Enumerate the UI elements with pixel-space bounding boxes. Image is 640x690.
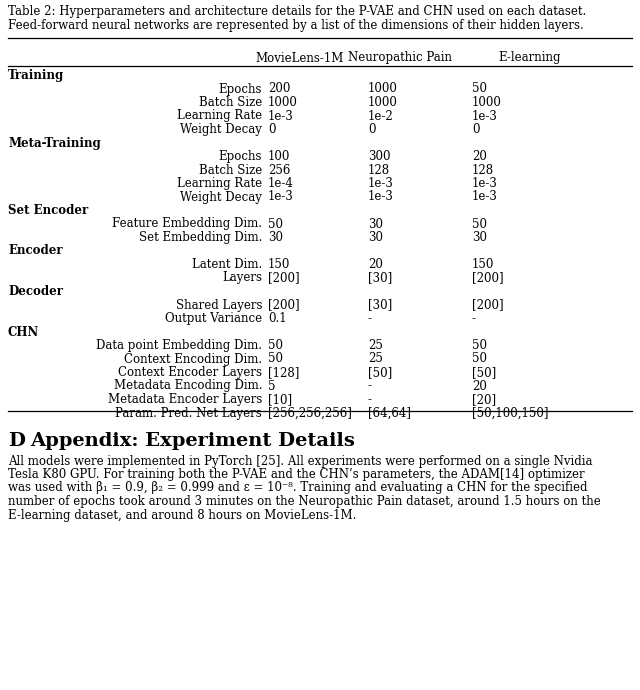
Text: [200]: [200] — [472, 271, 504, 284]
Text: 1000: 1000 — [268, 96, 298, 109]
Text: Table 2: Hyperparameters and architecture details for the P-VAE and CHN used on : Table 2: Hyperparameters and architectur… — [8, 5, 586, 18]
Text: 1e-3: 1e-3 — [472, 110, 498, 123]
Text: 128: 128 — [368, 164, 390, 177]
Text: Metadata Encoder Layers: Metadata Encoder Layers — [108, 393, 262, 406]
Text: Param. Pred. Net Layers: Param. Pred. Net Layers — [115, 406, 262, 420]
Text: Metadata Encoding Dim.: Metadata Encoding Dim. — [113, 380, 262, 393]
Text: Shared Layers: Shared Layers — [175, 299, 262, 311]
Text: 20: 20 — [472, 380, 487, 393]
Text: Batch Size: Batch Size — [199, 96, 262, 109]
Text: 0: 0 — [472, 123, 479, 136]
Text: 50: 50 — [268, 217, 283, 230]
Text: 50: 50 — [268, 339, 283, 352]
Text: 1e-3: 1e-3 — [472, 177, 498, 190]
Text: 30: 30 — [472, 231, 487, 244]
Text: [30]: [30] — [368, 271, 392, 284]
Text: 0: 0 — [368, 123, 376, 136]
Text: [30]: [30] — [368, 299, 392, 311]
Text: [200]: [200] — [268, 299, 300, 311]
Text: 1e-3: 1e-3 — [472, 190, 498, 204]
Text: 5: 5 — [268, 380, 275, 393]
Text: 1e-3: 1e-3 — [368, 177, 394, 190]
Text: Epochs: Epochs — [218, 83, 262, 95]
Text: 1000: 1000 — [368, 96, 398, 109]
Text: 1e-2: 1e-2 — [368, 110, 394, 123]
Text: Encoder: Encoder — [8, 244, 63, 257]
Text: 1e-4: 1e-4 — [268, 177, 294, 190]
Text: All models were implemented in PyTorch [25]. All experiments were performed on a: All models were implemented in PyTorch [… — [8, 455, 593, 468]
Text: Latent Dim.: Latent Dim. — [192, 258, 262, 271]
Text: 50: 50 — [268, 353, 283, 366]
Text: MovieLens-1M: MovieLens-1M — [256, 52, 344, 64]
Text: [64,64]: [64,64] — [368, 406, 411, 420]
Text: [256,256,256]: [256,256,256] — [268, 406, 352, 420]
Text: 25: 25 — [368, 339, 383, 352]
Text: [128]: [128] — [268, 366, 300, 379]
Text: Appendix: Experiment Details: Appendix: Experiment Details — [30, 433, 355, 451]
Text: E-learning dataset, and around 8 hours on MovieLens-1M.: E-learning dataset, and around 8 hours o… — [8, 509, 356, 522]
Text: 50: 50 — [472, 339, 487, 352]
Text: 150: 150 — [268, 258, 291, 271]
Text: D: D — [8, 433, 25, 451]
Text: Weight Decay: Weight Decay — [180, 123, 262, 136]
Text: was used with β₁ = 0.9, β₂ = 0.999 and ε = 10⁻⁸. Training and evaluating a CHN f: was used with β₁ = 0.9, β₂ = 0.999 and ε… — [8, 482, 588, 495]
Text: 50: 50 — [472, 83, 487, 95]
Text: Context Encoder Layers: Context Encoder Layers — [118, 366, 262, 379]
Text: 1000: 1000 — [472, 96, 502, 109]
Text: -: - — [368, 312, 372, 325]
Text: 150: 150 — [472, 258, 494, 271]
Text: 1e-3: 1e-3 — [268, 190, 294, 204]
Text: [50]: [50] — [368, 366, 392, 379]
Text: CHN: CHN — [8, 326, 39, 339]
Text: 100: 100 — [268, 150, 291, 163]
Text: Layers: Layers — [222, 271, 262, 284]
Text: Context Encoding Dim.: Context Encoding Dim. — [124, 353, 262, 366]
Text: 50: 50 — [472, 353, 487, 366]
Text: Learning Rate: Learning Rate — [177, 110, 262, 123]
Text: -: - — [368, 393, 372, 406]
Text: Feed-forward neural networks are represented by a list of the dimensions of thei: Feed-forward neural networks are represe… — [8, 19, 584, 32]
Text: 20: 20 — [472, 150, 487, 163]
Text: Batch Size: Batch Size — [199, 164, 262, 177]
Text: 1000: 1000 — [368, 83, 398, 95]
Text: E-learning: E-learning — [499, 52, 561, 64]
Text: 0: 0 — [268, 123, 275, 136]
Text: 50: 50 — [472, 217, 487, 230]
Text: [50,100,150]: [50,100,150] — [472, 406, 548, 420]
Text: 256: 256 — [268, 164, 291, 177]
Text: 1e-3: 1e-3 — [268, 110, 294, 123]
Text: Neuropathic Pain: Neuropathic Pain — [348, 52, 452, 64]
Text: Learning Rate: Learning Rate — [177, 177, 262, 190]
Text: 30: 30 — [368, 231, 383, 244]
Text: 200: 200 — [268, 83, 291, 95]
Text: number of epochs took around 3 minutes on the Neuropathic Pain dataset, around 1: number of epochs took around 3 minutes o… — [8, 495, 601, 508]
Text: Weight Decay: Weight Decay — [180, 190, 262, 204]
Text: 25: 25 — [368, 353, 383, 366]
Text: Training: Training — [8, 69, 64, 82]
Text: -: - — [472, 312, 476, 325]
Text: 0.1: 0.1 — [268, 312, 287, 325]
Text: Set Embedding Dim.: Set Embedding Dim. — [139, 231, 262, 244]
Text: Epochs: Epochs — [218, 150, 262, 163]
Text: [20]: [20] — [472, 393, 496, 406]
Text: -: - — [368, 380, 372, 393]
Text: Output Variance: Output Variance — [165, 312, 262, 325]
Text: [200]: [200] — [268, 271, 300, 284]
Text: 30: 30 — [368, 217, 383, 230]
Text: 300: 300 — [368, 150, 390, 163]
Text: 128: 128 — [472, 164, 494, 177]
Text: [200]: [200] — [472, 299, 504, 311]
Text: Tesla K80 GPU. For training both the P-VAE and the CHN’s parameters, the ADAM[14: Tesla K80 GPU. For training both the P-V… — [8, 468, 584, 481]
Text: Meta-Training: Meta-Training — [8, 137, 100, 150]
Text: [50]: [50] — [472, 366, 496, 379]
Text: 30: 30 — [268, 231, 283, 244]
Text: 1e-3: 1e-3 — [368, 190, 394, 204]
Text: Feature Embedding Dim.: Feature Embedding Dim. — [112, 217, 262, 230]
Text: Data point Embedding Dim.: Data point Embedding Dim. — [96, 339, 262, 352]
Text: [10]: [10] — [268, 393, 292, 406]
Text: 20: 20 — [368, 258, 383, 271]
Text: Decoder: Decoder — [8, 285, 63, 298]
Text: Set Encoder: Set Encoder — [8, 204, 88, 217]
